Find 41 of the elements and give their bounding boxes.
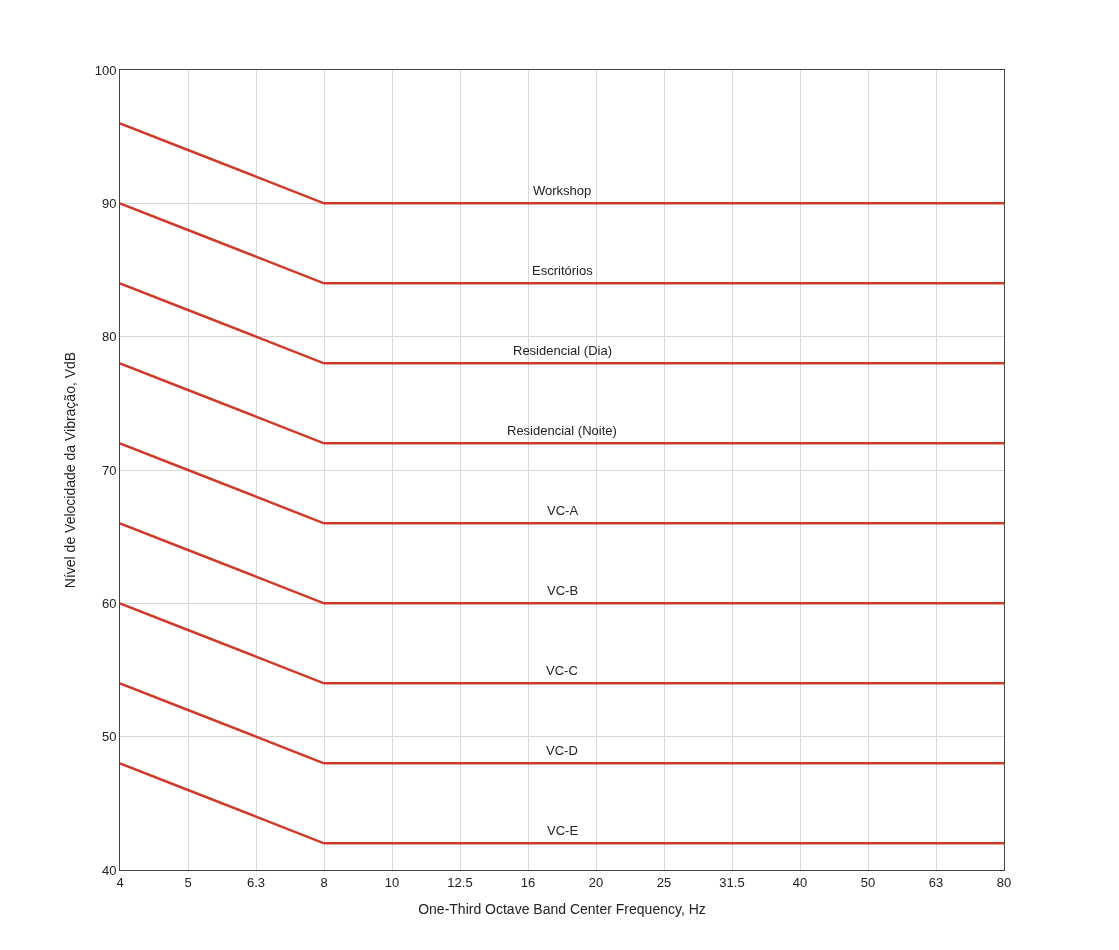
- line-series: [120, 442, 1004, 525]
- x-tick-label: 40: [792, 874, 808, 890]
- series-label: VC-D: [546, 743, 578, 758]
- series-label: VC-A: [547, 503, 579, 518]
- x-tick-label: 50: [860, 874, 876, 890]
- x-tick-label: 20: [588, 874, 604, 890]
- x-tick-label: 6.3: [246, 874, 266, 890]
- y-tick-label: 70: [101, 462, 117, 478]
- line-series: [120, 122, 1004, 205]
- series-label: VC-B: [547, 583, 579, 598]
- line-series: [120, 202, 1004, 285]
- y-tick-label: 60: [101, 595, 117, 611]
- line-series: [120, 762, 1004, 845]
- x-tick-label: 8: [320, 874, 328, 890]
- y-axis-title: Nível de Velocidade da Vibração, VdB: [62, 351, 79, 589]
- series-label: Residencial (Noite): [507, 423, 617, 438]
- x-tick-label: 5: [184, 874, 192, 890]
- line-series: [120, 682, 1004, 765]
- line-series: [120, 282, 1004, 365]
- series-label: VC-C: [546, 663, 578, 678]
- x-tick-label: 16: [520, 874, 536, 890]
- x-tick-label: 10: [384, 874, 400, 890]
- line-series: [120, 602, 1004, 685]
- x-tick-label: 25: [656, 874, 672, 890]
- line-series: [120, 362, 1004, 445]
- series-label: Residencial (Dia): [513, 343, 612, 358]
- x-tick-label: 12.5: [447, 874, 473, 890]
- y-tick-label: 90: [101, 195, 117, 211]
- y-tick-label: 40: [101, 862, 117, 878]
- series-label: VC-E: [547, 823, 579, 838]
- y-tick-label: 80: [101, 329, 117, 345]
- y-tick-label: 50: [101, 729, 117, 745]
- series-label: Escritórios: [532, 263, 594, 278]
- x-tick-label: 63: [928, 874, 944, 890]
- y-tick-label: 100: [94, 62, 117, 78]
- series-label: Workshop: [533, 183, 592, 198]
- x-axis-title: One-Third Octave Band Center Frequency, Hz: [418, 900, 706, 917]
- x-tick-label: 4: [116, 874, 124, 890]
- line-series: [120, 522, 1004, 605]
- x-tick-label: 80: [996, 874, 1012, 890]
- x-tick-label: 31.5: [719, 874, 745, 890]
